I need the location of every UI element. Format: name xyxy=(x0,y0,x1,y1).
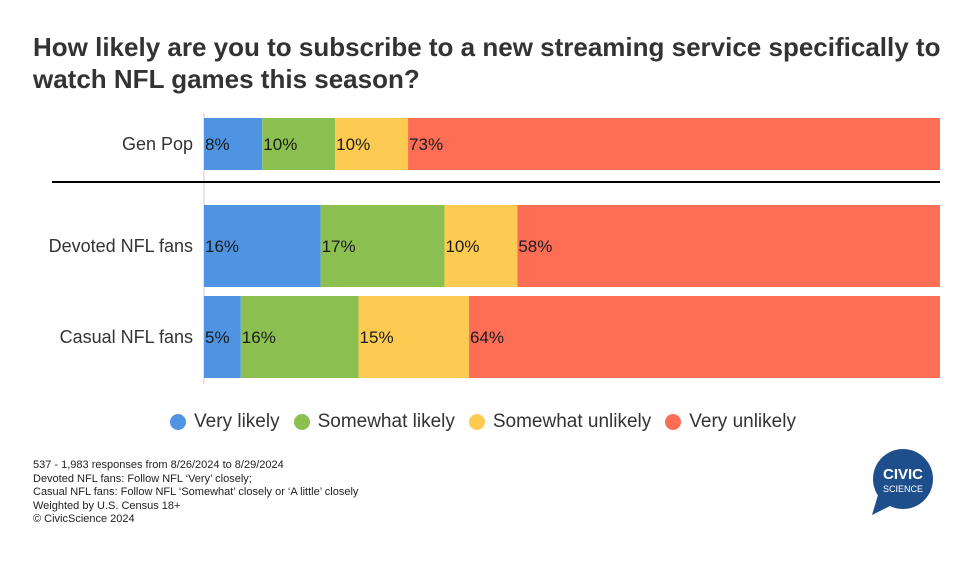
legend-item-somewhat-likely: Somewhat likely xyxy=(293,411,455,433)
data-label: 58% xyxy=(518,237,552,256)
data-label: 16% xyxy=(242,328,276,347)
category-label: Devoted NFL fans xyxy=(49,236,193,256)
legend-label: Somewhat unlikely xyxy=(492,411,652,432)
bar-segment xyxy=(240,296,359,378)
footnote-line: Devoted NFL fans: Follow NFL ‘Very’ clos… xyxy=(33,472,252,485)
legend-swatch-somewhat-likely xyxy=(293,414,310,430)
data-label: 16% xyxy=(205,237,239,256)
legend-swatch-very-unlikely xyxy=(665,414,682,430)
bar-segment xyxy=(408,118,940,170)
legend-swatch-very-likely xyxy=(170,414,187,430)
data-label: 5% xyxy=(205,328,230,347)
footnotes: 537 - 1,983 responses from 8/26/2024 to … xyxy=(33,459,358,527)
stacked-bar-chart: Gen Pop 8% 10% 10% 73% Devoted NFL fans 16% 17%… xyxy=(49,113,940,384)
chart-legend: Very likely Somewhat likely Somewhat unl… xyxy=(0,411,966,433)
bar-segment xyxy=(204,118,263,170)
footnote-line: © CivicScience 2024 xyxy=(33,513,135,525)
bar-segment xyxy=(468,296,940,378)
data-label: 10% xyxy=(336,135,370,154)
bar-segment xyxy=(517,205,940,287)
civicscience-logo: CIVIC SCIENCE xyxy=(872,449,933,515)
legend-label: Very unlikely xyxy=(689,411,796,432)
data-label: 8% xyxy=(205,135,230,154)
bar-segment xyxy=(204,296,241,378)
data-label: 10% xyxy=(445,237,479,256)
data-label: 15% xyxy=(360,328,394,347)
logo-text-science: SCIENCE xyxy=(883,484,923,494)
chart-title: How likely are you to subscribe to a new… xyxy=(33,32,941,94)
footnote-line: Casual NFL fans: Follow NFL ‘Somewhat’ c… xyxy=(33,486,359,498)
logo-text-civic: CIVIC xyxy=(883,466,923,483)
footnote-line: Weighted by U.S. Census 18+ xyxy=(33,499,181,512)
legend-item-very-likely: Very likely xyxy=(170,411,280,433)
bar-segment xyxy=(262,118,336,170)
data-label: 10% xyxy=(263,135,297,154)
category-label: Casual NFL fans xyxy=(60,327,193,347)
legend-swatch-somewhat-unlikely xyxy=(468,414,485,430)
data-label: 73% xyxy=(409,135,443,154)
category-label: Gen Pop xyxy=(122,134,193,154)
bar-segment xyxy=(320,205,445,287)
bar-segment xyxy=(335,118,409,170)
footnote-line: 537 - 1,983 responses from 8/26/2024 to … xyxy=(33,459,284,471)
bar-segment xyxy=(358,296,469,378)
data-label: 17% xyxy=(322,237,356,256)
data-label: 64% xyxy=(470,328,504,347)
legend-item-somewhat-unlikely: Somewhat unlikely xyxy=(468,411,652,433)
legend-label: Somewhat likely xyxy=(317,411,455,432)
legend-item-very-unlikely: Very unlikely xyxy=(665,411,796,433)
legend-label: Very likely xyxy=(194,411,280,432)
bar-segment xyxy=(444,205,518,287)
bar-segment xyxy=(204,205,321,287)
